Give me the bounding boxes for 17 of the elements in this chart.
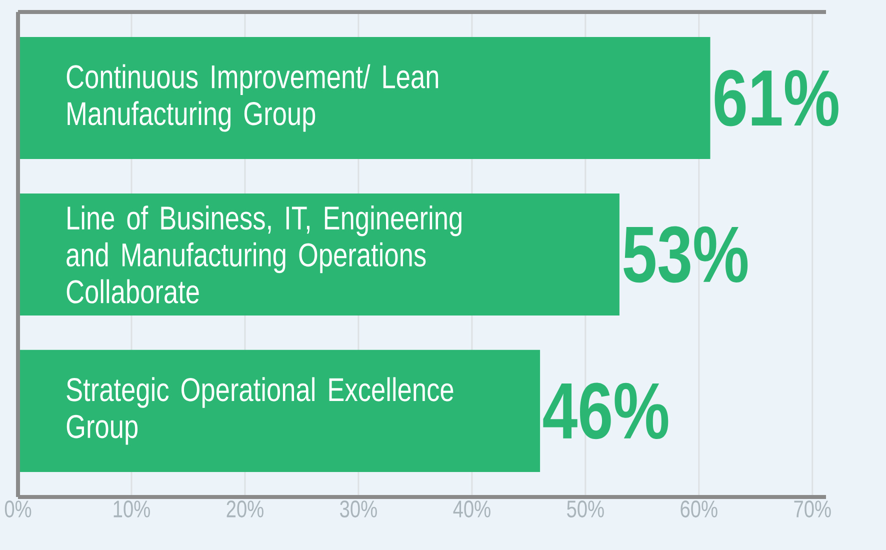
x-tick-label: 30%	[340, 500, 377, 518]
x-tick-label: 10%	[114, 500, 150, 518]
x-tick-label: 0%	[4, 500, 32, 518]
x-tick-label: 20%	[226, 500, 264, 518]
x-tick-label: 60%	[680, 500, 718, 518]
bar	[18, 350, 540, 472]
bar	[18, 37, 710, 160]
y-tick-label: Line of Business, IT, Engineering and Manufacturing Operations Collaborate	[66, 206, 462, 304]
y-tick-label: Strategic Operational Excellence Group	[66, 377, 454, 445]
y-tick-label: Continuous Improvement/ Lean Manufacturing Group	[66, 64, 438, 132]
x-tick-label: 50%	[567, 500, 604, 518]
data-label: 53%	[624, 226, 748, 283]
data-label: 46%	[543, 382, 668, 440]
x-tick-label: 70%	[794, 500, 831, 518]
bar	[18, 193, 620, 316]
data-label: 61%	[714, 70, 838, 126]
x-tick-label: 40%	[453, 500, 490, 518]
